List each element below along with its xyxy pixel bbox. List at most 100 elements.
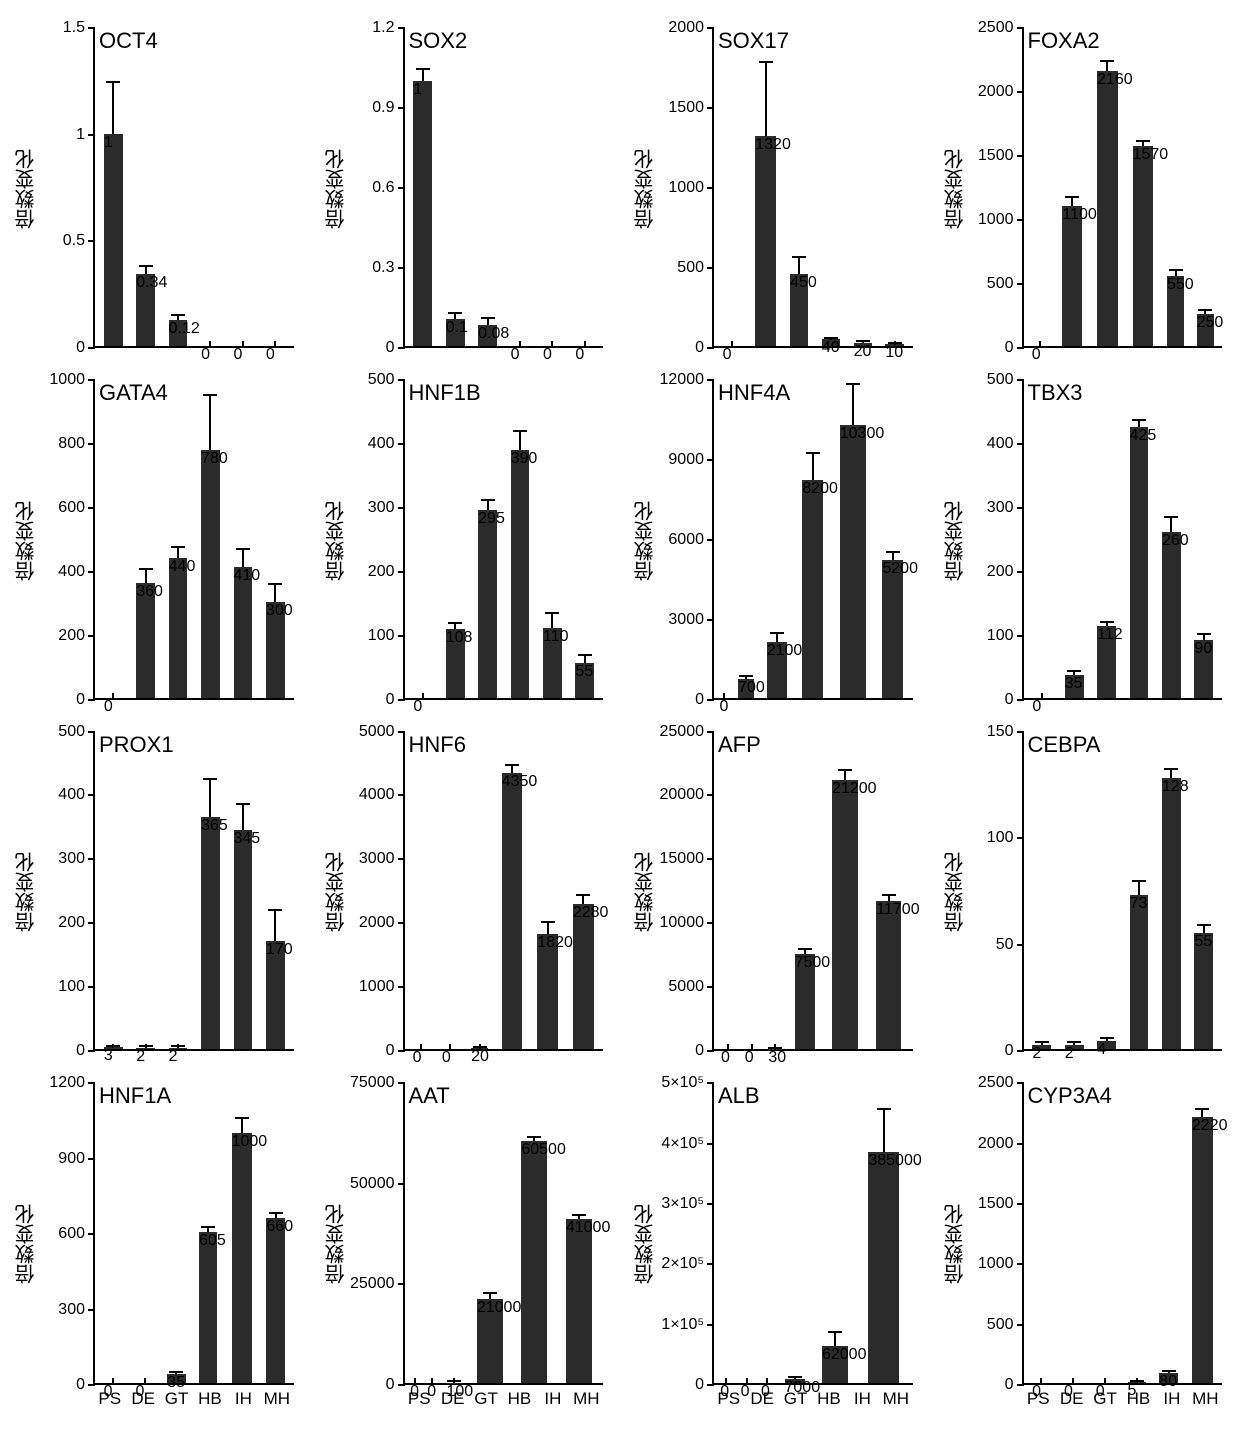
bar: 11700 — [876, 901, 901, 1050]
y-tick: 50 — [972, 936, 1022, 954]
error-bar — [177, 1047, 179, 1048]
error-bar — [1073, 672, 1075, 675]
error-bar — [1170, 770, 1172, 778]
bar: 2 — [169, 1048, 188, 1049]
error-cap — [1100, 621, 1114, 623]
error-cap — [545, 612, 559, 614]
bar-slot: 7500 — [787, 732, 823, 1050]
y-tick: 500 — [972, 371, 1022, 389]
bar: 2 — [1032, 1045, 1051, 1049]
error-cap — [235, 1117, 249, 1119]
y-tick: 1500 — [972, 147, 1022, 165]
bar: 365 — [201, 817, 220, 1049]
y-axis-label: 倍数变化 — [10, 149, 43, 229]
error-bar — [454, 314, 456, 319]
y-axis-label: 倍数变化 — [10, 852, 43, 932]
bar: 295 — [478, 510, 497, 697]
y-tick: 400 — [43, 786, 93, 804]
y-tick: 0 — [43, 1376, 93, 1394]
error-bar — [1138, 882, 1140, 895]
bar-slot: 128 — [1155, 732, 1187, 1050]
bar: 5 — [1128, 1382, 1146, 1383]
error-bar — [209, 780, 211, 817]
y-tick: 2500 — [972, 1074, 1022, 1092]
y-tick: 3000 — [353, 850, 403, 868]
error-bar — [275, 1214, 277, 1218]
bar: 8200 — [802, 480, 823, 697]
y-tick: 900 — [43, 1150, 93, 1168]
bar-slot: 55 — [1188, 732, 1220, 1050]
y-tick: 0 — [43, 691, 93, 709]
bar: 4 — [1097, 1041, 1116, 1049]
bar-slot: 0 — [504, 28, 536, 346]
error-bar — [175, 1373, 177, 1374]
bar-slot: 10 — [879, 28, 911, 346]
bar: 90 — [1194, 640, 1213, 697]
bar-slot: 0 — [736, 1083, 756, 1383]
error-cap — [888, 342, 902, 344]
panel-hnf1a: 倍数变化HNF1A0300600900120000356051000660PSD… — [10, 1075, 302, 1413]
y-tick: 2000 — [972, 83, 1022, 101]
error-bar — [145, 267, 147, 273]
panel-title: HNF1B — [409, 380, 481, 406]
y-tick: 500 — [353, 371, 403, 389]
error-cap — [886, 551, 900, 553]
panel-tbx3: 倍数变化TBX3010020030040050003511242526090 — [939, 372, 1231, 710]
bar-slot: 660 — [260, 1083, 292, 1383]
bar: 4350 — [502, 773, 523, 1049]
y-tick: 3×10⁵ — [662, 1195, 712, 1213]
y-tick: 500 — [972, 1316, 1022, 1334]
bar: 40 — [822, 339, 840, 345]
bar-slot: 550 — [1161, 28, 1191, 346]
y-tick: 0 — [972, 1042, 1022, 1060]
bar-slot: 0 — [1026, 28, 1056, 346]
y-tick: 0 — [43, 339, 93, 357]
error-bar — [422, 70, 424, 81]
error-cap — [1035, 1041, 1049, 1043]
error-cap — [1132, 880, 1146, 882]
bar-slot: 0 — [97, 1083, 129, 1383]
error-cap — [1132, 419, 1146, 421]
y-tick: 2000 — [972, 1135, 1022, 1153]
bar: 20 — [471, 1048, 488, 1049]
bar-slot: 20 — [465, 732, 494, 1050]
bar-slot: 5200 — [875, 380, 911, 698]
bar-slot: 295 — [471, 380, 503, 698]
y-tick: 2500 — [972, 19, 1022, 37]
y-tick: 150 — [972, 723, 1022, 741]
bar-slot: 8200 — [795, 380, 831, 698]
y-tick: 15000 — [662, 850, 712, 868]
bar-slot: 0.34 — [129, 28, 161, 346]
y-tick: 1 — [43, 126, 93, 144]
bar-slot: 2220 — [1184, 1083, 1220, 1383]
error-bar — [892, 553, 894, 560]
x-tick-label: HB — [1122, 1389, 1155, 1413]
error-bar — [804, 950, 806, 954]
bar-slot: 4 — [1090, 732, 1122, 1050]
bar: 7500 — [795, 954, 816, 1049]
panel-title: TBX3 — [1028, 380, 1083, 406]
chart-grid: 倍数变化OCT400.511.510.340.12000倍数变化SOX200.3… — [10, 20, 1230, 1413]
bar-slot: 0 — [716, 732, 740, 1050]
x-tick-label: HB — [503, 1389, 536, 1413]
bar-slot: 0 — [740, 732, 764, 1050]
bar: 425 — [1130, 427, 1149, 697]
bar-slot: 73 — [1123, 732, 1155, 1050]
error-bar — [487, 319, 489, 324]
error-bar — [852, 385, 854, 425]
error-cap — [203, 394, 217, 396]
bar-slot: 0 — [407, 1083, 424, 1383]
error-cap — [576, 894, 590, 896]
error-cap — [1065, 196, 1079, 198]
bar: 10 — [885, 344, 903, 346]
y-axis-label: 倍数变化 — [10, 1204, 43, 1284]
bar-slot: 345 — [227, 732, 259, 1050]
bar-slot: 2 — [1026, 732, 1058, 1050]
panel-oct4: 倍数变化OCT400.511.510.340.12000 — [10, 20, 302, 358]
error-cap — [798, 948, 812, 950]
y-tick: 0 — [662, 1376, 712, 1394]
bar-slot: 0 — [1089, 1083, 1121, 1383]
y-tick: 300 — [972, 499, 1022, 517]
y-tick: 0.9 — [353, 99, 403, 117]
error-cap — [838, 769, 852, 771]
